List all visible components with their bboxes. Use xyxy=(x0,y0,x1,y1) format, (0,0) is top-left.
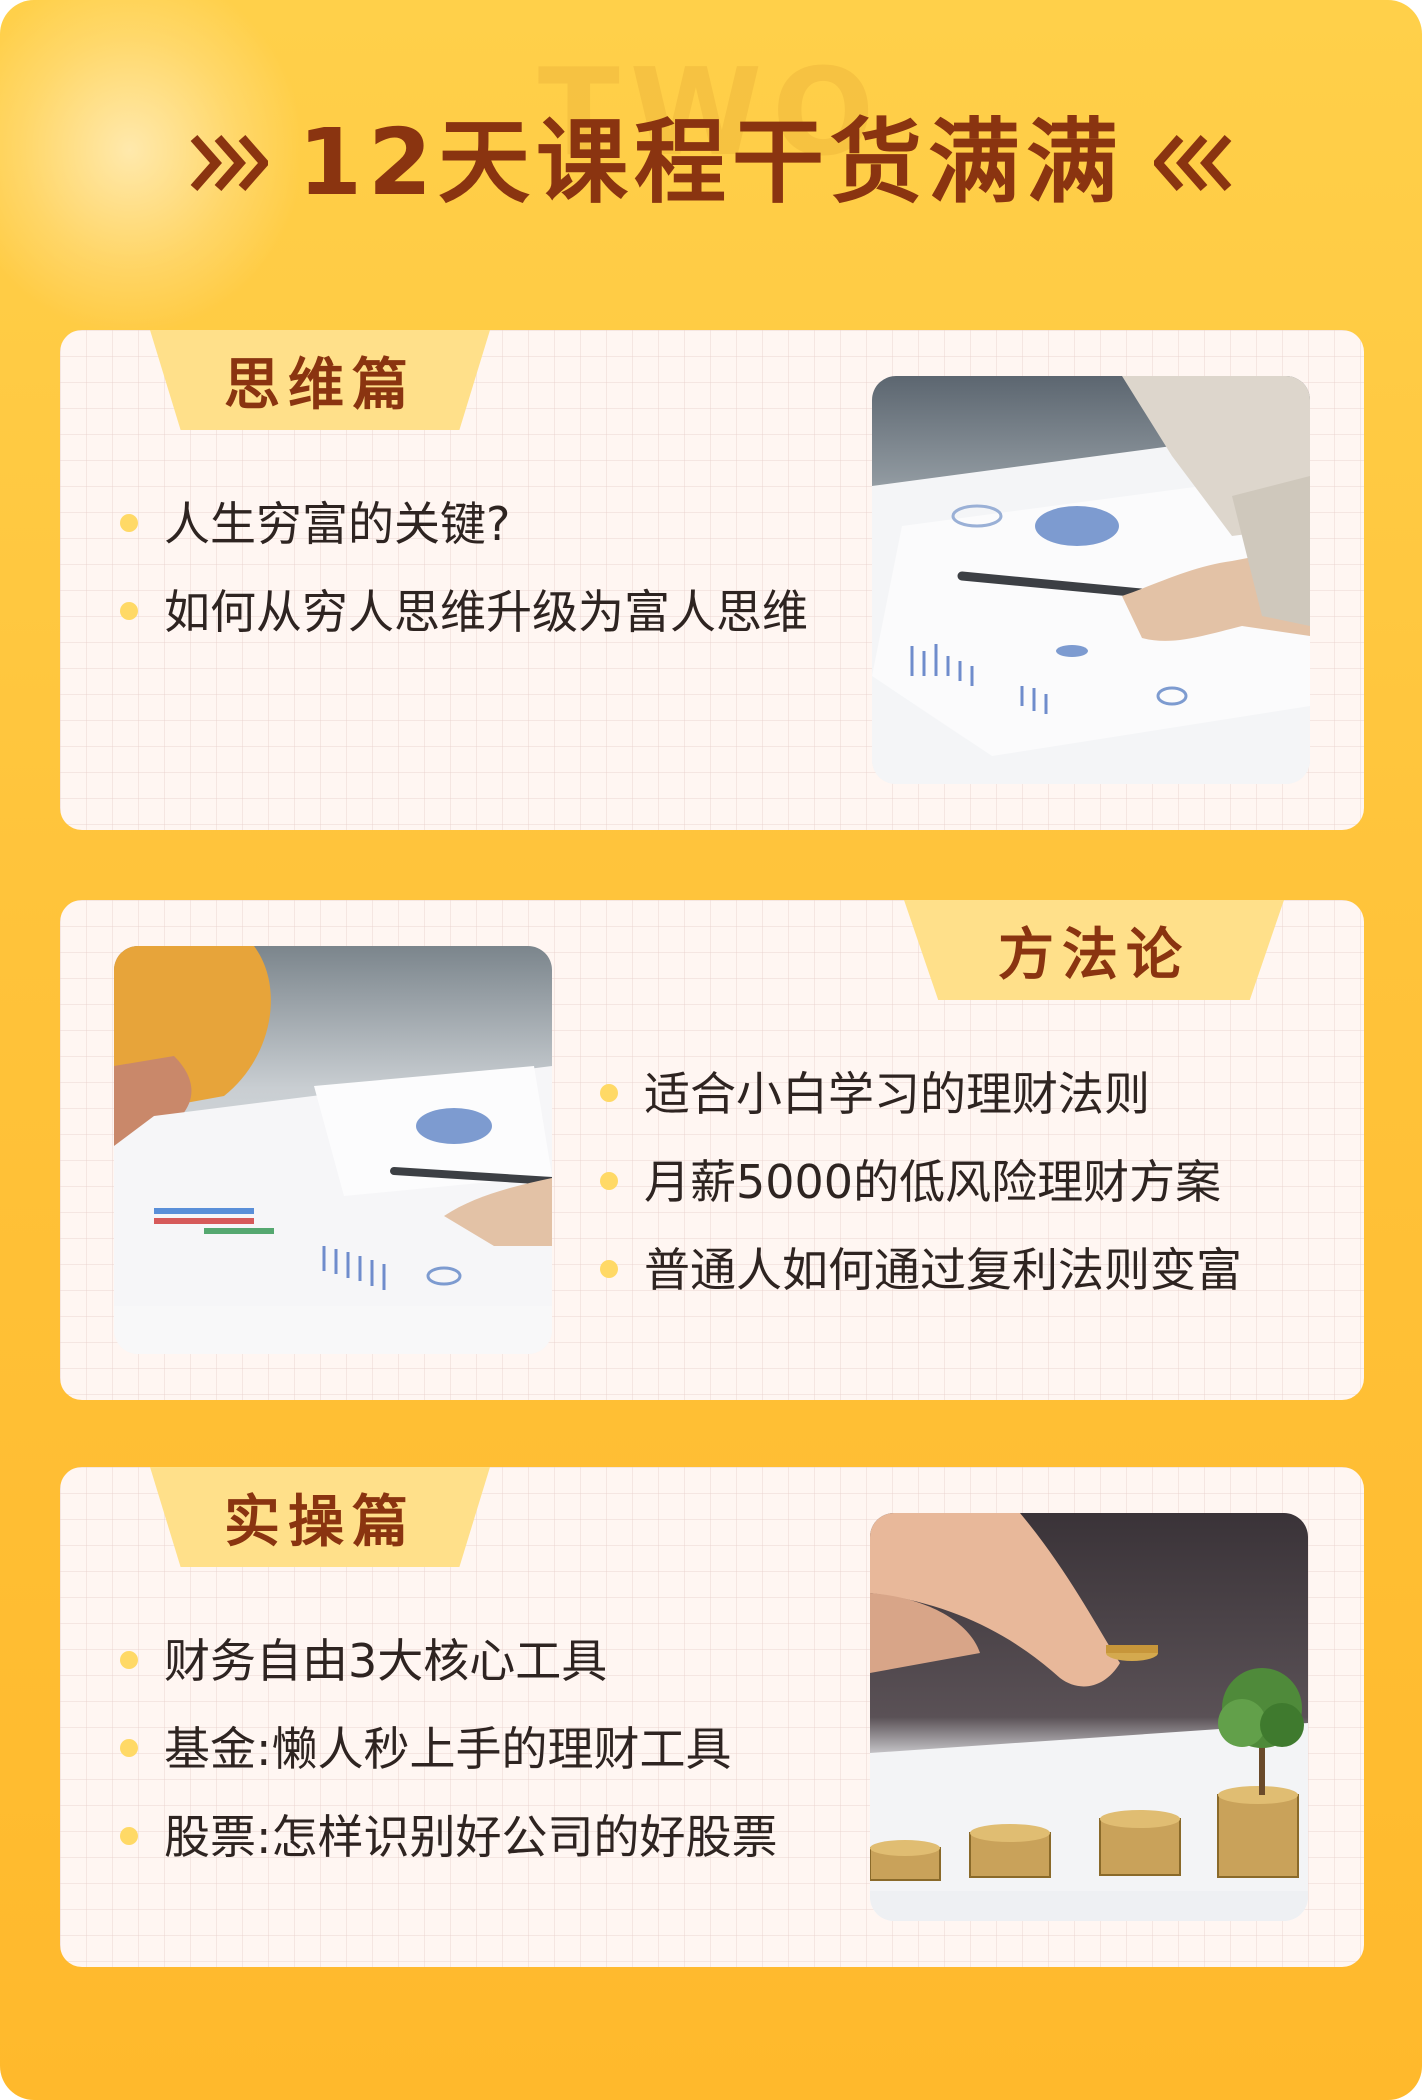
section-card-practice: 实操篇 财务自由3大核心工具 基金:懒人秒上手的理财工具 股票:怎样识别好公司的… xyxy=(60,1467,1364,1967)
list-item: 适合小白学习的理财法则 xyxy=(600,1050,1360,1138)
list-item-text: 人生穷富的关键? xyxy=(164,497,511,551)
section-tab: 方法论 xyxy=(904,900,1284,1000)
bullet-dot-icon xyxy=(600,1260,618,1278)
bullet-dot-icon xyxy=(120,1827,138,1845)
header-watermark: TWO xyxy=(537,44,885,183)
list-item: 股票:怎样识别好公司的好股票 xyxy=(120,1793,920,1881)
list-item: 人生穷富的关键? xyxy=(120,480,910,568)
bullet-dot-icon xyxy=(600,1172,618,1190)
list-item-text: 普通人如何通过复利法则变富 xyxy=(644,1243,1242,1297)
bullet-list: 财务自由3大核心工具 基金:懒人秒上手的理财工具 股票:怎样识别好公司的好股票 xyxy=(120,1617,920,1881)
section-tab: 思维篇 xyxy=(150,330,490,430)
coin-stacks-plant-photo xyxy=(870,1513,1308,1921)
bullet-list: 人生穷富的关键? 如何从穷人思维升级为富人思维 xyxy=(120,480,910,656)
financial-chart-pen-photo xyxy=(872,376,1310,784)
list-item-text: 股票:怎样识别好公司的好股票 xyxy=(164,1810,778,1864)
list-item: 月薪5000的低风险理财方案 xyxy=(600,1138,1360,1226)
bullet-dot-icon xyxy=(600,1084,618,1102)
list-item-text: 财务自由3大核心工具 xyxy=(164,1634,608,1688)
list-item: 基金:懒人秒上手的理财工具 xyxy=(120,1705,920,1793)
section-label: 实操篇 xyxy=(224,1489,416,1555)
section-card-thinking: 思维篇 人生穷富的关键? 如何从穷人思维升级为富人思维 xyxy=(60,330,1364,830)
financial-report-meeting-photo xyxy=(114,946,552,1354)
list-item-text: 月薪5000的低风险理财方案 xyxy=(644,1155,1222,1209)
section-tab: 实操篇 xyxy=(150,1467,490,1567)
bullet-dot-icon xyxy=(120,514,138,532)
bullet-list: 适合小白学习的理财法则 月薪5000的低风险理财方案 普通人如何通过复利法则变富 xyxy=(600,1050,1360,1314)
double-chevron-right-icon xyxy=(190,135,268,191)
list-item-text: 基金:懒人秒上手的理财工具 xyxy=(164,1722,732,1776)
page-title: 12天课程干货满满 xyxy=(297,109,1125,216)
list-item: 财务自由3大核心工具 xyxy=(120,1617,920,1705)
corner-glow xyxy=(0,0,300,330)
section-label: 思维篇 xyxy=(224,352,416,418)
double-chevron-left-icon xyxy=(1154,135,1232,191)
header: 12天课程干货满满 xyxy=(0,108,1422,218)
list-item: 普通人如何通过复利法则变富 xyxy=(600,1226,1360,1314)
section-card-methodology: 方法论 xyxy=(60,900,1364,1400)
bullet-dot-icon xyxy=(120,1739,138,1757)
bullet-dot-icon xyxy=(120,602,138,620)
bullet-dot-icon xyxy=(120,1651,138,1669)
list-item-text: 适合小白学习的理财法则 xyxy=(644,1067,1150,1121)
section-label: 方法论 xyxy=(998,922,1190,988)
list-item-text: 如何从穷人思维升级为富人思维 xyxy=(164,585,808,639)
list-item: 如何从穷人思维升级为富人思维 xyxy=(120,568,910,656)
